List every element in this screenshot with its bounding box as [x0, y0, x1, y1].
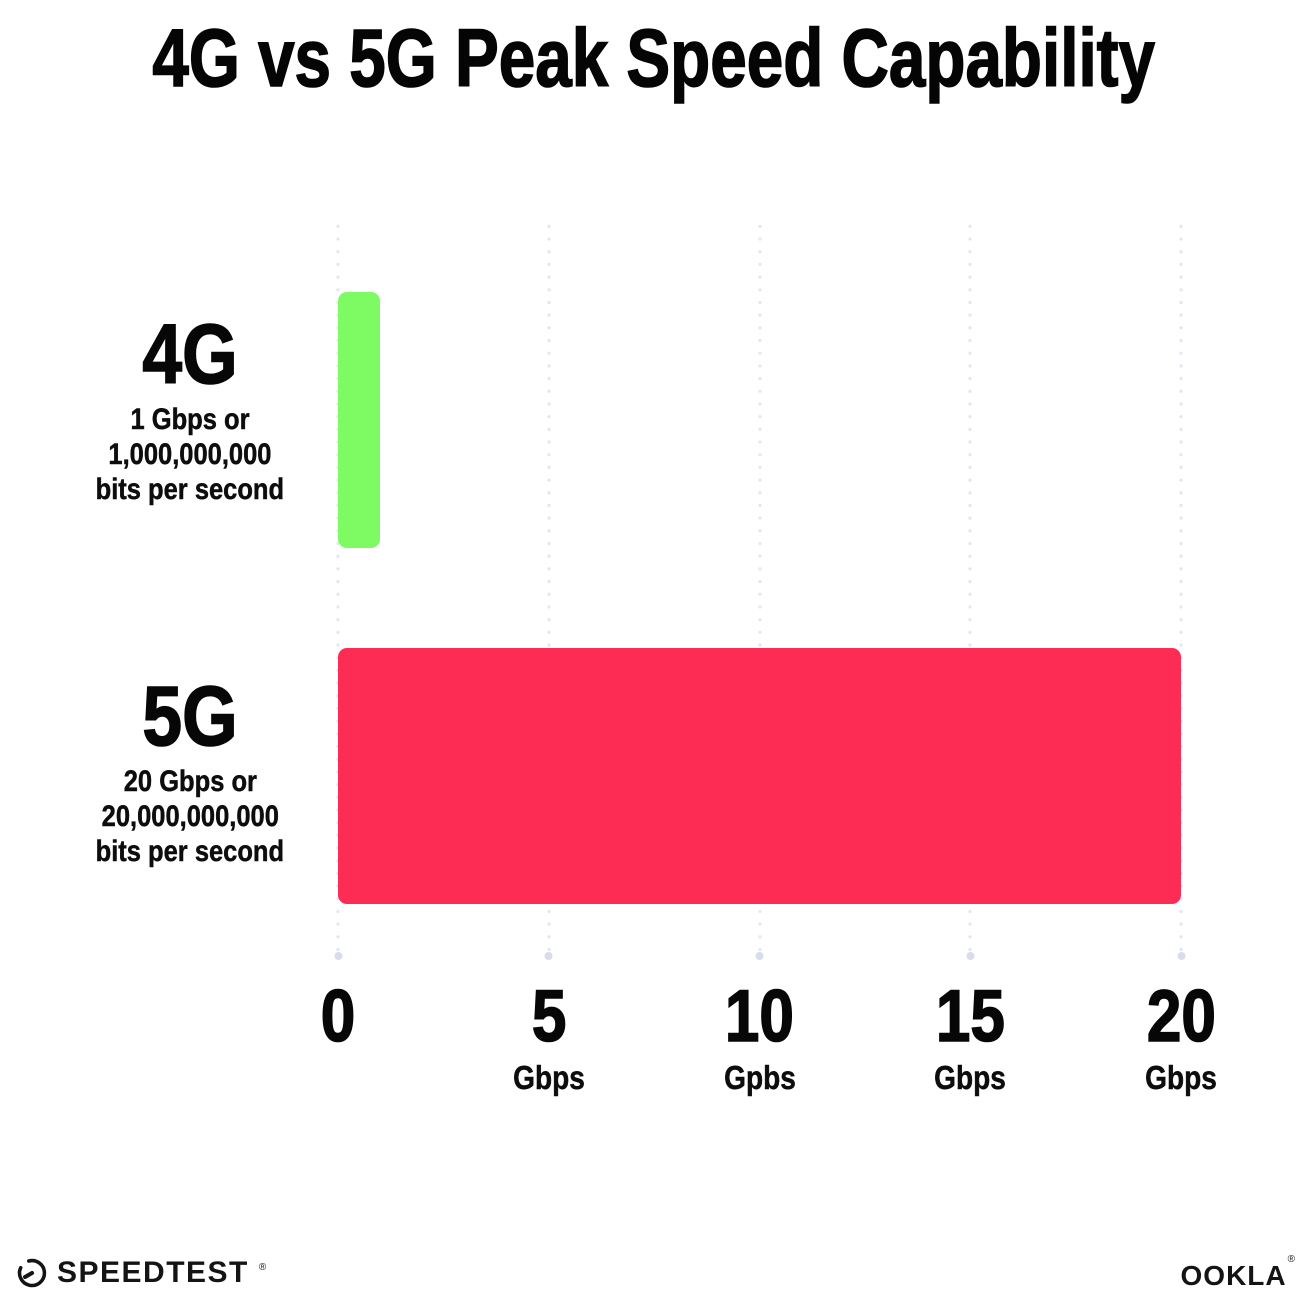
x-tick-15: 15 Gbps [928, 976, 1012, 1096]
ookla-logo: OOKLA® [1180, 1254, 1295, 1292]
row-title-4g: 4G [142, 307, 239, 401]
row-desc-4g-line3: bits per second [95, 472, 285, 506]
ookla-registered-mark: ® [1287, 1254, 1295, 1265]
x-tick-20: 20 Gbps [1139, 976, 1223, 1096]
speedtest-wordmark: SPEEDTEST [57, 1256, 249, 1289]
x-tick-10-unit: Gpbs [723, 1059, 796, 1096]
speedtest-registered-mark: ® [258, 1261, 267, 1273]
x-tick-20-unit: Gbps [1145, 1059, 1217, 1096]
speedtest-gauge-icon [17, 1258, 47, 1288]
bar-5g [338, 648, 1181, 904]
x-tick-5: 5 Gbps [507, 976, 591, 1096]
x-tick-5-value: 5 [531, 976, 567, 1057]
row-label-5g: 5G 20 Gbps or 20,000,000,000 bits per se… [40, 669, 340, 869]
row-desc-4g-line1: 1 Gbps or [130, 402, 250, 436]
row-desc-4g: 1 Gbps or 1,000,000,000 bits per second [79, 402, 301, 507]
bar-4g [338, 292, 380, 548]
chart-title-text: 4G vs 5G Peak Speed Capability [152, 13, 1156, 105]
gridline [967, 220, 973, 951]
x-tick-10: 10 Gpbs [717, 976, 801, 1096]
x-tick-0-value: 0 [320, 976, 356, 1057]
gridline [757, 220, 762, 951]
row-desc-4g-line2: 1,000,000,000 [108, 437, 272, 471]
gridline [546, 220, 552, 951]
gridline [1178, 220, 1184, 951]
x-tick-15-unit: Gbps [934, 1059, 1007, 1096]
chart-title: 4G vs 5G Peak Speed Capability [0, 13, 1308, 105]
x-tick-0: 0 [318, 976, 359, 1094]
row-desc-5g: 20 Gbps or 20,000,000,000 bits per secon… [79, 764, 301, 869]
x-tick-10-value: 10 [724, 976, 795, 1057]
gridline [335, 220, 341, 951]
ookla-wordmark: OOKLA [1180, 1260, 1287, 1291]
x-tick-20-value: 20 [1146, 976, 1216, 1057]
row-desc-5g-line3: bits per second [95, 834, 285, 868]
x-tick-15-value: 15 [935, 976, 1005, 1057]
x-tick-5-unit: Gbps [512, 1059, 585, 1096]
row-title-5g: 5G [142, 669, 239, 763]
row-desc-5g-line2: 20,000,000,000 [101, 799, 279, 833]
footer: SPEEDTEST ® OOKLA® [0, 1252, 1308, 1296]
row-desc-5g-line1: 20 Gbps or [123, 764, 257, 798]
row-label-4g: 4G 1 Gbps or 1,000,000,000 bits per seco… [40, 307, 340, 507]
speedtest-logo: SPEEDTEST ® [16, 1256, 267, 1290]
